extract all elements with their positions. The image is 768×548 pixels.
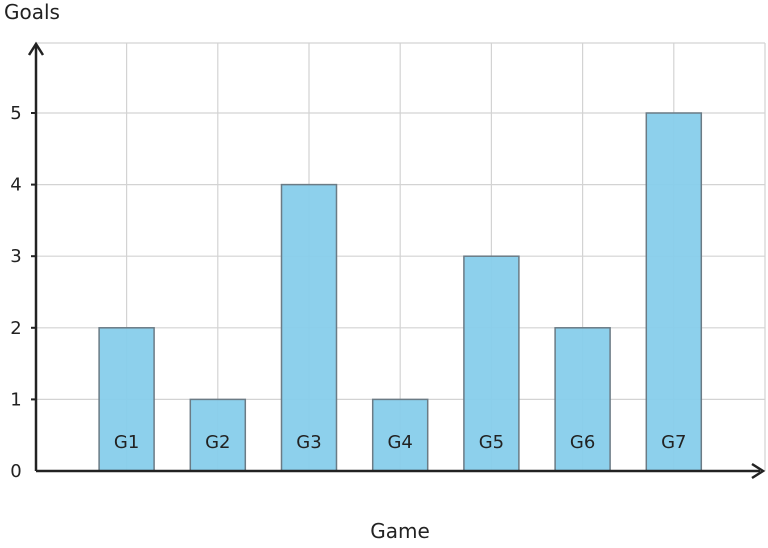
bar-label-G7: G7 bbox=[661, 432, 686, 453]
bar-G2 bbox=[189, 398, 247, 472]
bar-label-G3: G3 bbox=[296, 432, 321, 453]
bar-label-G4: G4 bbox=[387, 432, 412, 453]
bars bbox=[98, 112, 703, 472]
axes: 0 1 2 3 4 5 bbox=[10, 41, 766, 482]
bar-label-G6: G6 bbox=[570, 432, 595, 453]
bar-G1 bbox=[98, 327, 155, 472]
bar-G7 bbox=[645, 112, 703, 472]
y-axis-label: Goals bbox=[4, 0, 60, 24]
x-axis-label: Game bbox=[370, 519, 430, 543]
y-axis-arrow bbox=[27, 41, 45, 56]
bar-labels: G1 G2 G3 G4 G5 G6 G7 bbox=[114, 432, 687, 453]
bar-label-G5: G5 bbox=[479, 432, 504, 453]
bar-G6 bbox=[554, 327, 611, 472]
bar-label-G2: G2 bbox=[205, 432, 230, 453]
bar-G3 bbox=[280, 183, 338, 472]
y-tick-label: 2 bbox=[10, 318, 21, 339]
y-tick-label: 0 bbox=[10, 461, 21, 482]
bar-G5 bbox=[463, 255, 520, 472]
y-tick-label: 3 bbox=[10, 246, 21, 267]
y-tick-label: 1 bbox=[10, 389, 21, 410]
y-tick-label: 4 bbox=[10, 175, 21, 196]
bar-G4 bbox=[371, 398, 429, 472]
y-tick-label: 5 bbox=[10, 103, 21, 124]
x-axis-arrow bbox=[751, 462, 766, 480]
bar-label-G1: G1 bbox=[114, 432, 139, 453]
